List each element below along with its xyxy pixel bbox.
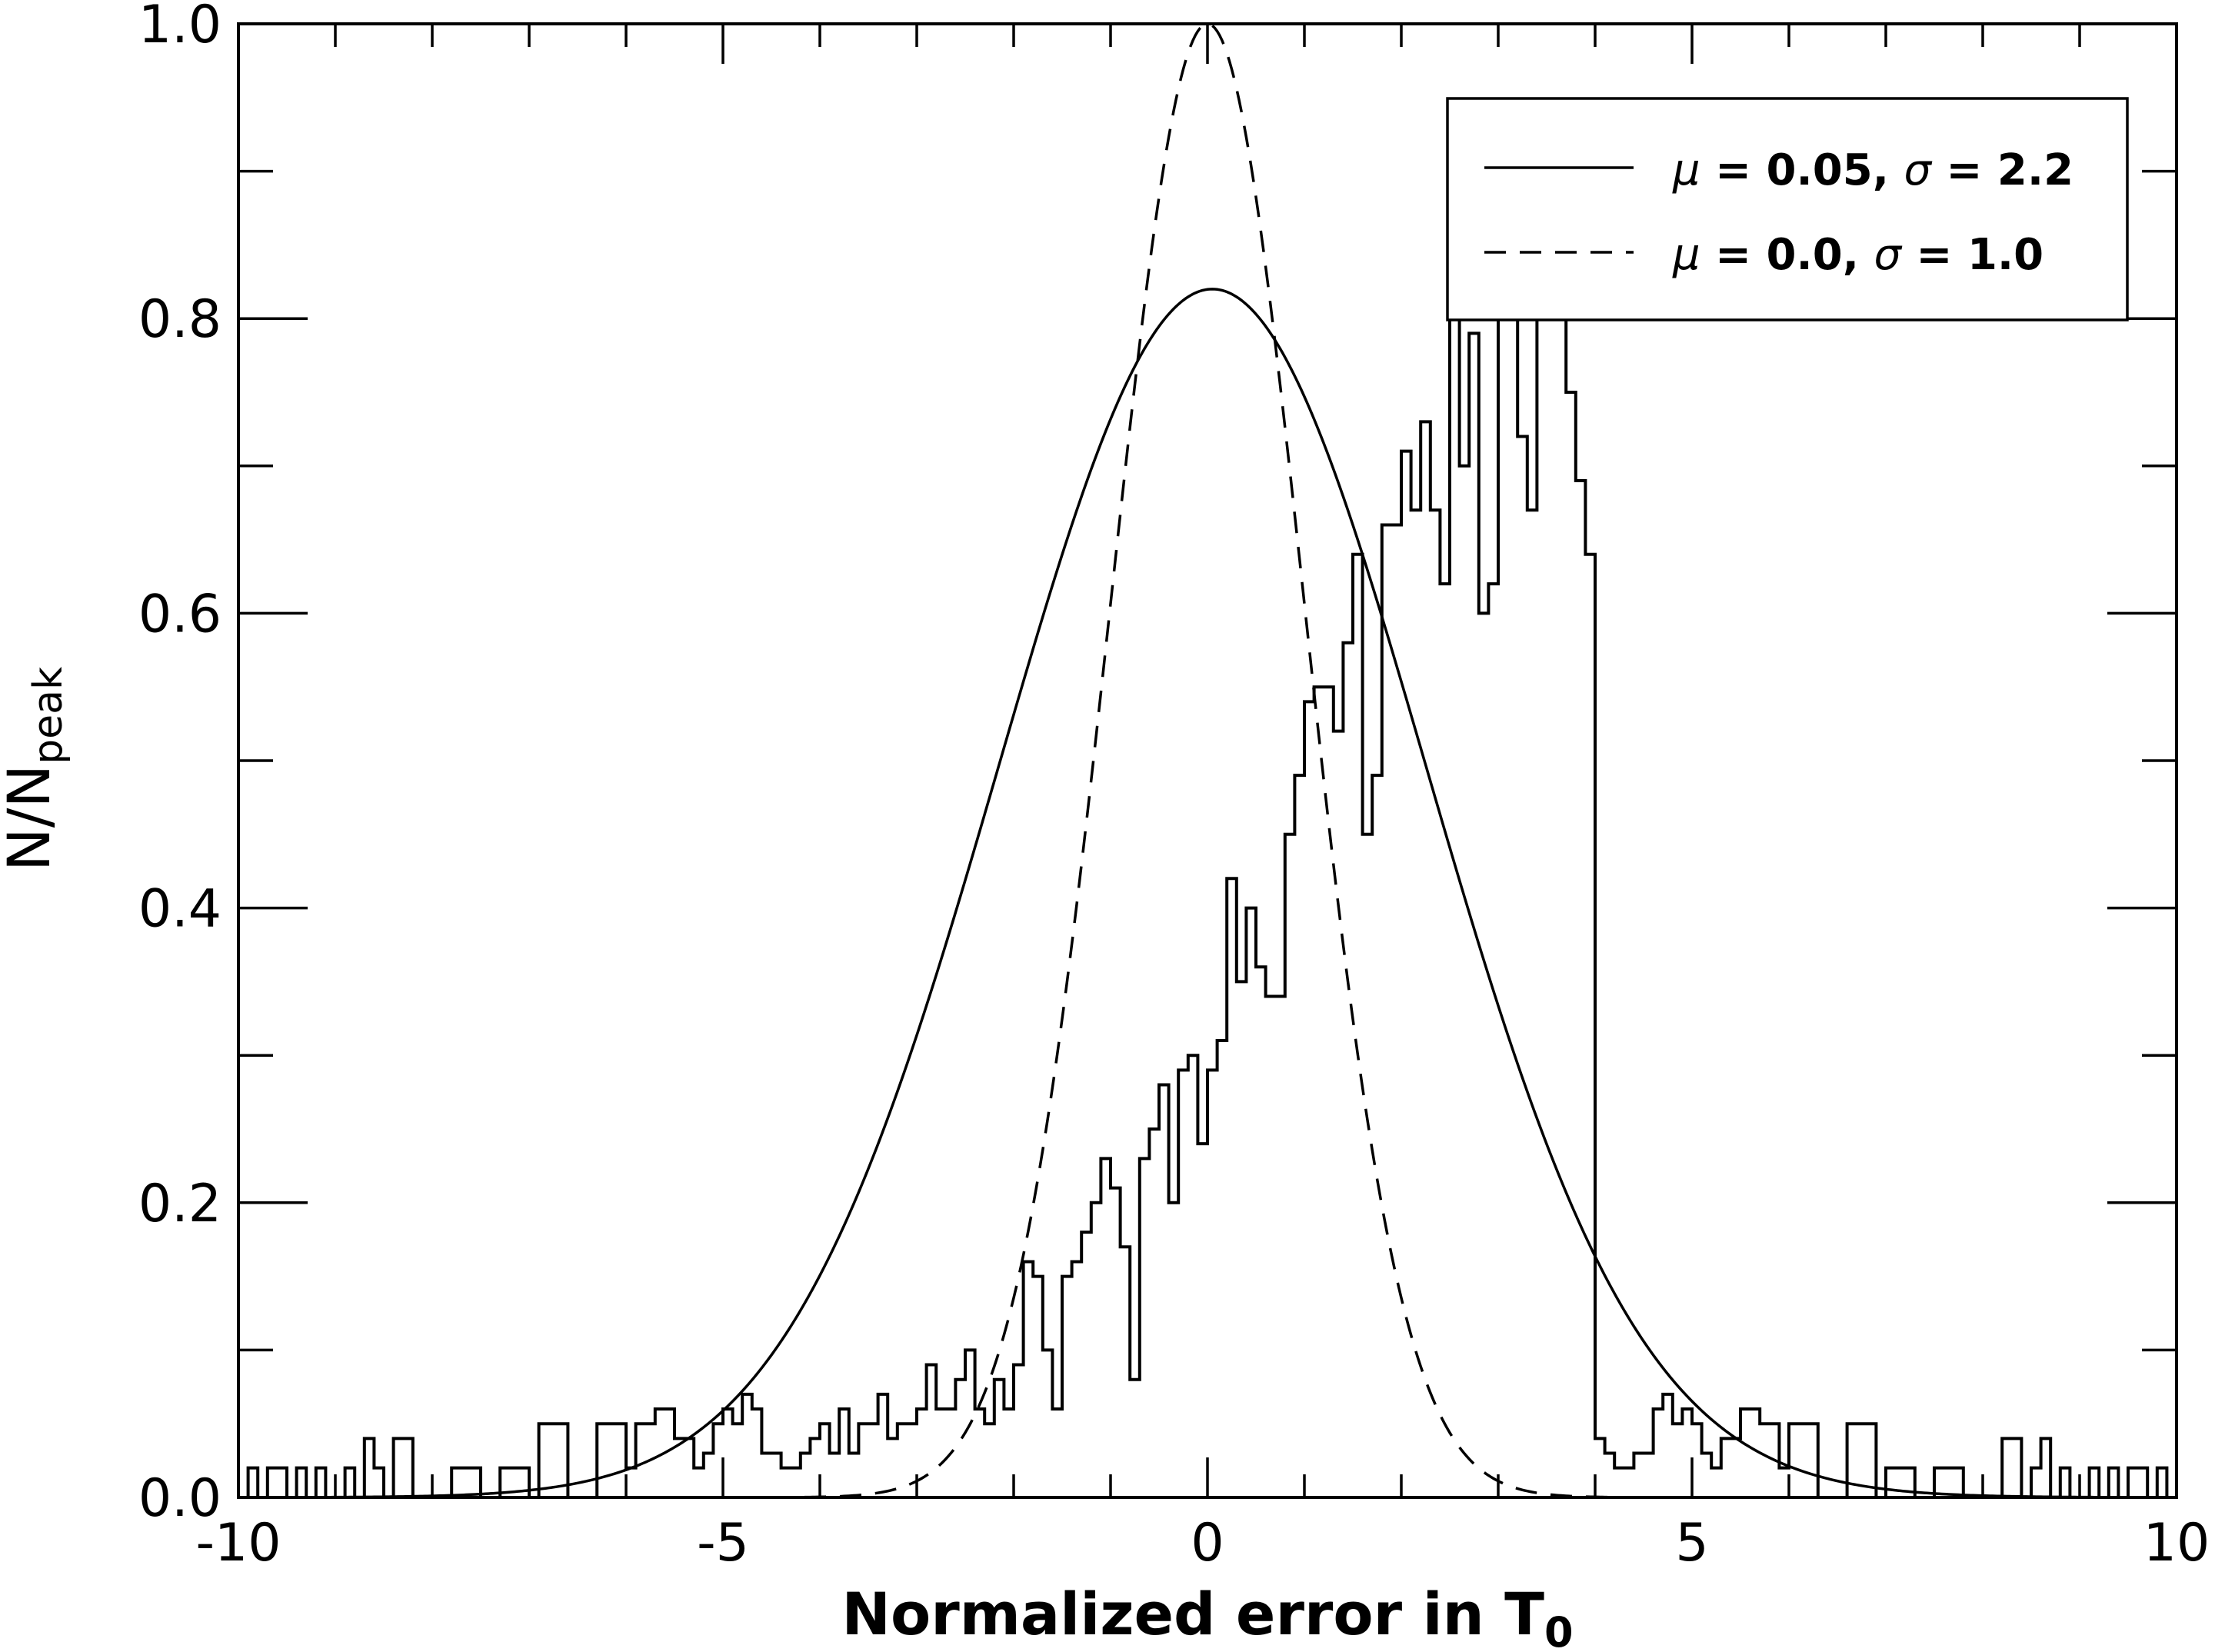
legend-label-fit: μ = 0.05, σ = 2.2 [1672, 145, 2073, 195]
y-tick-label: 0.8 [138, 289, 222, 350]
y-tick-label: 0.6 [138, 584, 222, 644]
histogram-series [238, 184, 2177, 1499]
y-tick-label: 1.0 [138, 0, 222, 55]
x-tick-label: 10 [2143, 1513, 2210, 1574]
legend: μ = 0.05, σ = 2.2 μ = 0.0, σ = 1.0 [1446, 97, 2129, 321]
y-tick-label: 0.0 [138, 1468, 222, 1529]
x-tick-label: 5 [1675, 1513, 1708, 1574]
x-axis-title: Normalized error in T0 [841, 1580, 1573, 1652]
y-tick-label: 0.4 [138, 879, 222, 940]
y-tick-labels: 0.0 0.2 0.4 0.6 0.8 1.0 [138, 0, 222, 1529]
x-tick-labels: -10 -5 0 5 10 [195, 1513, 2210, 1574]
y-tick-label: 0.2 [138, 1174, 222, 1234]
legend-label-reference: μ = 0.0, σ = 1.0 [1672, 230, 2043, 280]
x-tick-label: 0 [1191, 1513, 1224, 1574]
y-axis-title: N/Npeak [0, 667, 72, 871]
gaussian-fit-curve-solid [238, 288, 2177, 1499]
x-tick-label: -5 [697, 1513, 749, 1574]
x-tick-label: -10 [195, 1513, 281, 1574]
legend-box [1446, 97, 2129, 321]
gaussian-reference-curve-dashed [238, 22, 2177, 1499]
